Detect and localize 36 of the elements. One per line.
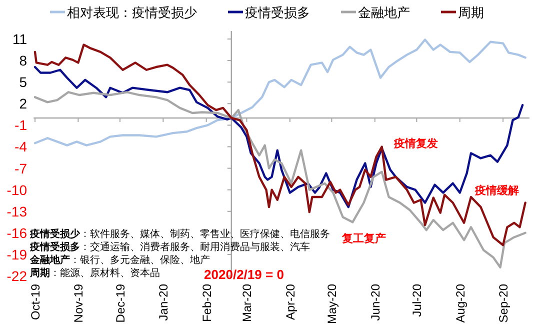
y-tick-label: -7	[14, 160, 28, 176]
legend-label: 周期	[458, 5, 484, 20]
x-tick-label: Oct-19	[28, 284, 42, 320]
y-tick-label: 8	[19, 52, 28, 69]
annotation: 疫情缓解	[474, 184, 519, 197]
annotation: 金融地产：银行、多元金融、保险、地产	[29, 254, 210, 266]
y-tick-label: -22	[6, 268, 28, 284]
annotation: 疫情复发	[393, 137, 438, 150]
y-tick-label: 11	[12, 31, 28, 47]
x-tick-label: Dec-19	[113, 284, 128, 323]
x-tick-label: Jan-20	[156, 284, 171, 321]
y-tick-label: 2	[19, 96, 28, 112]
annotation: 复工复产	[341, 232, 386, 245]
x-tick-label: Nov-19	[72, 284, 86, 323]
y-tick-label: -4	[14, 138, 28, 155]
y-tick-label: -10	[6, 182, 28, 198]
annotation: 疫情受损多：交通运输、消费者服务、耐用消费品与服装、汽车	[29, 241, 310, 253]
y-tick-label: 5	[19, 74, 28, 90]
annotation: 疫情受损少：软件服务、媒体、制药、零售业、医疗保健、电信服务	[29, 228, 330, 240]
legend-label: 疫情受损多	[245, 5, 310, 20]
x-tick-label: Jul-20	[410, 284, 424, 317]
legend-label: 相对表现：疫情受损少	[67, 5, 197, 20]
x-tick-label: Sep-20	[496, 284, 511, 323]
x-tick-label: Apr-20	[283, 284, 298, 320]
x-tick-label: May-20	[325, 284, 340, 324]
y-tick-label: -16	[6, 224, 28, 241]
y-tick-label: -13	[6, 203, 28, 220]
annotation: 2020/2/19 = 0	[204, 267, 284, 282]
x-tick-label: Mar-20	[240, 284, 254, 322]
x-tick-label: Aug-20	[453, 284, 468, 323]
y-tick-label: -1	[14, 117, 28, 134]
legend-label: 金融地产	[358, 5, 410, 20]
x-tick-label: Feb-20	[200, 284, 214, 322]
x-tick-label: Jun-20	[368, 284, 382, 321]
y-tick-label: -19	[6, 246, 28, 262]
annotation: 周期：能源、原材料、资本品	[29, 267, 160, 279]
